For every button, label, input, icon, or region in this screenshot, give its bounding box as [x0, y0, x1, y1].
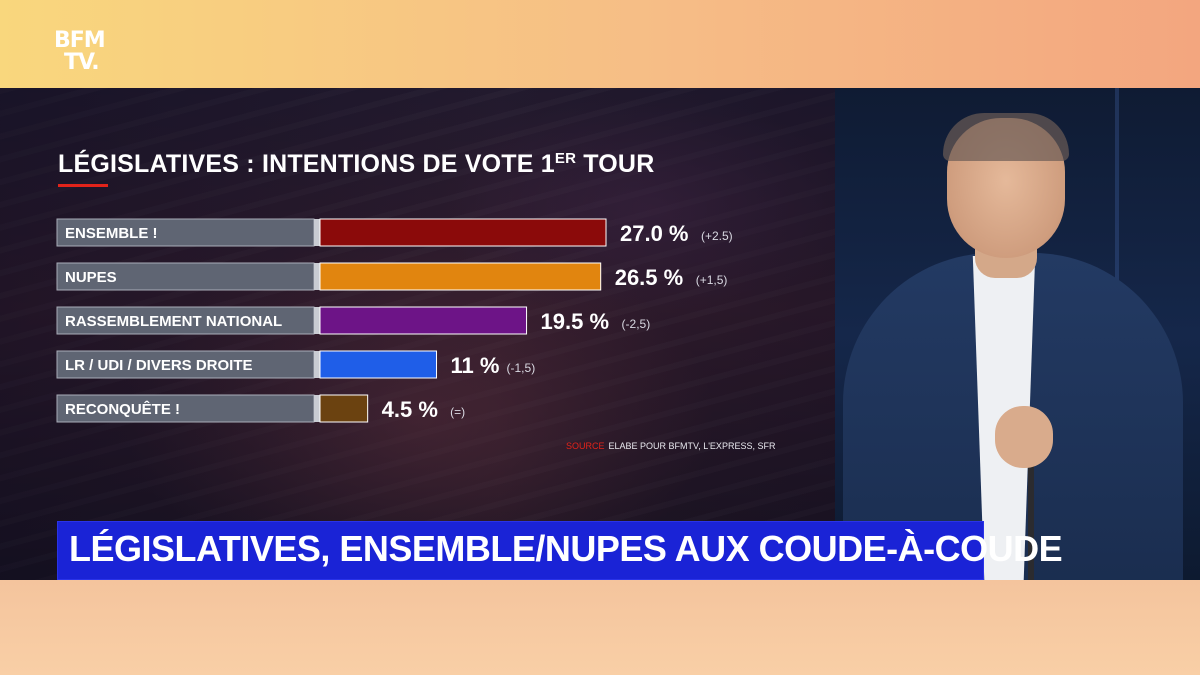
- bar: [319, 218, 607, 247]
- headline-text: LÉGISLATIVES, ENSEMBLE/NUPES AUX COUDE-À…: [69, 528, 1063, 569]
- bar: [319, 306, 528, 335]
- category-label-box: [56, 350, 315, 379]
- bar: [319, 394, 369, 423]
- source-label: SOURCE: [566, 441, 605, 451]
- presenter: [835, 88, 1200, 593]
- bar: [319, 262, 602, 291]
- presenter-hand: [995, 406, 1053, 468]
- change-label: (-1,5): [507, 361, 536, 375]
- presenter-hair: [943, 113, 1069, 161]
- category-label: LR / UDI / DIVERS DROITE: [65, 357, 253, 374]
- change-label: (-2,5): [622, 317, 651, 331]
- label-separator: [314, 395, 320, 422]
- chart-title: LÉGISLATIVES : INTENTIONS DE VOTE 1ER TO…: [58, 150, 758, 179]
- bar-chart: ENSEMBLE ! 27.0 % (+2.5) NUPES 26.5 % (+1,5) R…: [56, 218, 733, 423]
- title-accent-line: [58, 184, 108, 187]
- top-band: [0, 0, 1200, 88]
- label-separator: [314, 263, 320, 290]
- category-label: RASSEMBLEMENT NATIONAL: [65, 313, 282, 330]
- category-label-box: [56, 262, 315, 291]
- studio-frame: LÉGISLATIVES : INTENTIONS DE VOTE 1ER TO…: [0, 88, 1200, 593]
- chart-title-end: TOUR: [576, 150, 655, 178]
- category-label-box: [56, 306, 315, 335]
- logo-line-2: TV.: [64, 50, 100, 75]
- label-separator: [314, 351, 320, 378]
- value-label: 11 %: [451, 353, 500, 378]
- microphone-stand: [1028, 448, 1034, 580]
- category-label: RECONQUÊTE !: [65, 400, 180, 418]
- category-label: ENSEMBLE !: [65, 225, 158, 242]
- bar: [319, 350, 438, 379]
- label-separator: [314, 307, 320, 334]
- value-label: 4.5 %: [382, 397, 438, 422]
- bottom-band: [0, 580, 1200, 675]
- source-note: SOURCE ELABE POUR BFMTV, L'EXPRESS, SFR: [566, 441, 775, 451]
- source-text: ELABE POUR BFMTV, L'EXPRESS, SFR: [608, 441, 776, 451]
- value-label: 27.0 %: [620, 221, 689, 246]
- chart-title-sup: ER: [554, 150, 577, 167]
- value-label: 19.5 %: [541, 309, 610, 334]
- bfmtv-logo: BFM TV.: [54, 30, 118, 82]
- change-label: (+1,5): [696, 273, 728, 287]
- change-label: (+2.5): [701, 229, 733, 243]
- label-separator: [314, 219, 320, 246]
- category-label: NUPES: [65, 269, 117, 286]
- headline-banner: LÉGISLATIVES, ENSEMBLE/NUPES AUX COUDE-À…: [57, 521, 1063, 580]
- value-label: 26.5 %: [615, 265, 684, 290]
- chart-title-text: LÉGISLATIVES : INTENTIONS DE VOTE 1: [58, 150, 555, 178]
- logo-line-1: BFM: [54, 28, 106, 53]
- change-label: (=): [450, 405, 465, 419]
